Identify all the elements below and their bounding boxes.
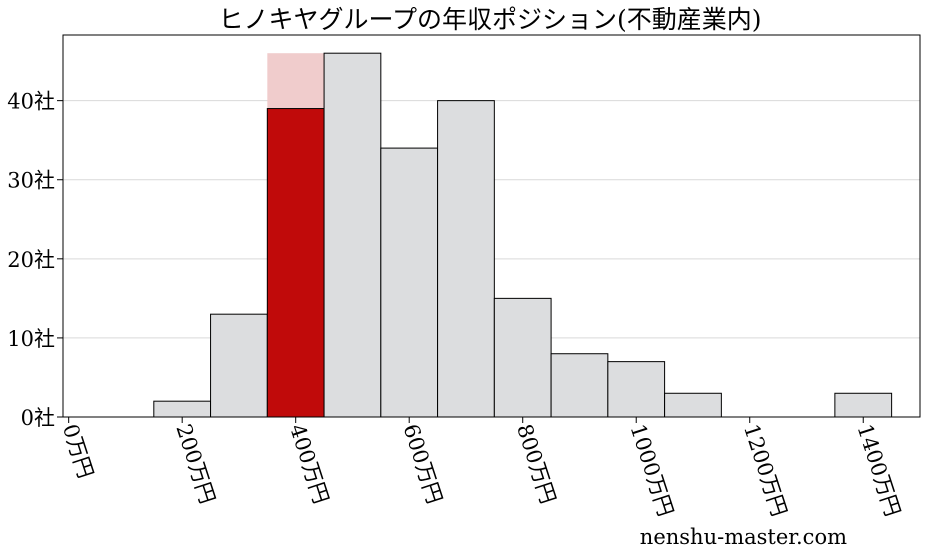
x-tick-label: 1400万円	[852, 421, 904, 519]
histogram-bar	[153, 400, 212, 418]
x-tick-label: 0万円	[58, 421, 98, 481]
x-tick-label: 600万円	[398, 421, 446, 506]
histogram-bar	[380, 147, 439, 418]
x-tick-label: 400万円	[285, 421, 333, 506]
y-tick-label: 20社	[7, 248, 55, 272]
histogram-bar	[323, 52, 382, 418]
x-tick-label: 200万円	[171, 421, 219, 506]
y-axis-ticks: 0社 10社 20社 30社 40社	[7, 90, 63, 430]
histogram-bar	[664, 392, 722, 418]
x-axis-ticks: 0万円 200万円 400万円 600万円 800万円 1000万円 1200万円 1400万…	[58, 417, 905, 519]
y-tick-label: 40社	[7, 90, 55, 114]
histogram-bar	[834, 392, 893, 418]
histogram-bar	[607, 361, 666, 418]
chart-title: ヒノキヤグループの年収ポジション(不動産業内)	[218, 5, 761, 34]
histogram-bar	[437, 100, 495, 418]
x-tick-label: 800万円	[512, 421, 560, 506]
highlight-bar	[266, 108, 325, 418]
plot-frame	[62, 34, 921, 418]
histogram-bar	[210, 313, 268, 418]
x-tick-label: 1200万円	[739, 421, 791, 519]
y-tick-label: 0社	[21, 406, 55, 430]
x-tick-label: 1000万円	[625, 421, 677, 519]
bars	[153, 52, 893, 418]
histogram-bar	[550, 353, 609, 418]
histogram-bar	[493, 297, 552, 418]
y-tick-label: 10社	[7, 327, 55, 351]
watermark-text: nenshu-master.com	[640, 525, 847, 549]
y-tick-label: 30社	[7, 169, 55, 193]
